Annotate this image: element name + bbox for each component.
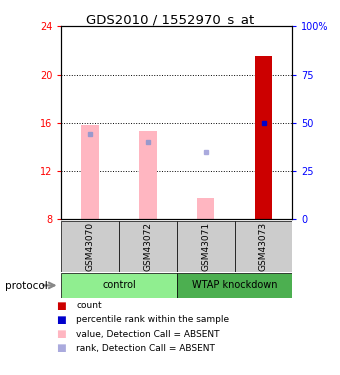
Text: ■: ■ [56,301,66,310]
Bar [235,221,292,272]
Bar [255,56,272,219]
Text: ■: ■ [56,329,66,339]
Text: ■: ■ [56,344,66,353]
Text: GDS2010 / 1552970_s_at: GDS2010 / 1552970_s_at [86,13,254,26]
Text: percentile rank within the sample: percentile rank within the sample [76,315,230,324]
Text: protocol: protocol [5,281,48,291]
Bar [61,221,119,272]
Bar [61,273,177,298]
Text: control: control [102,280,136,290]
Text: rank, Detection Call = ABSENT: rank, Detection Call = ABSENT [76,344,215,353]
Bar [177,273,292,298]
Text: count: count [76,301,102,310]
Text: GSM43073: GSM43073 [259,222,268,271]
Bar [177,221,235,272]
Text: WTAP knockdown: WTAP knockdown [192,280,277,290]
Text: ■: ■ [56,315,66,325]
Bar [139,131,157,219]
Bar [81,125,99,219]
Text: GSM43070: GSM43070 [86,222,95,271]
Text: GSM43071: GSM43071 [201,222,210,271]
Text: GSM43072: GSM43072 [143,222,152,271]
Bar [119,221,177,272]
Bar [197,198,215,219]
Text: value, Detection Call = ABSENT: value, Detection Call = ABSENT [76,330,220,339]
